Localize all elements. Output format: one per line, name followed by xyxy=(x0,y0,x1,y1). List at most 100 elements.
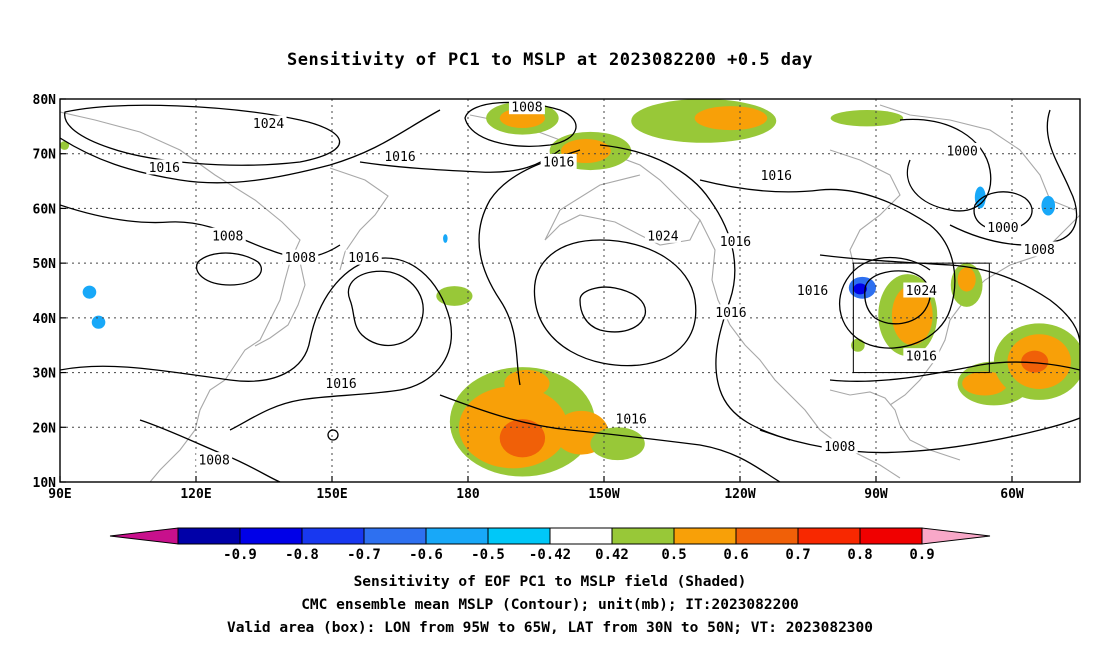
lon-tick-label: 120E xyxy=(180,487,211,502)
contour-label: 1008 xyxy=(511,101,542,116)
colorbar-label: -0.5 xyxy=(471,547,505,563)
lat-tick-label: 20N xyxy=(33,421,57,436)
contour-label-bg xyxy=(903,348,940,364)
contour-label: 1008 xyxy=(285,251,316,266)
contour-label: 1008 xyxy=(1024,243,1055,258)
contour-1016-south-pacific xyxy=(439,394,781,482)
coastline-asia xyxy=(60,111,301,482)
sensitivity-patch xyxy=(891,285,933,346)
colorbar-label: -0.8 xyxy=(285,547,319,563)
sensitivity-patch xyxy=(830,109,904,127)
coastline-hudson xyxy=(829,149,901,271)
lat-tick-label: 80N xyxy=(33,93,57,108)
contour-1024-pacific-high-outer xyxy=(533,239,697,367)
contour-label: 1016 xyxy=(384,150,415,165)
contour-label-bg xyxy=(196,452,233,468)
contour-1008-northeast xyxy=(949,109,1078,246)
contour-label-bg xyxy=(758,167,795,183)
sensitivity-patch xyxy=(436,286,473,306)
contour-label-bg xyxy=(613,411,650,427)
axis-ticks: 90E 120E 150E 180 150W 120W 90W 60W 80N 70N 60N 50N… xyxy=(33,93,1024,502)
sensitivity-patch xyxy=(957,267,976,292)
contour-label-bg xyxy=(323,375,360,391)
lat-tick-label: 40N xyxy=(33,312,57,327)
contour-1016-pacific-east xyxy=(599,144,791,441)
contour-1016-canada xyxy=(699,179,956,349)
contour-1008-southeast xyxy=(759,417,1080,454)
contour-label: 1024 xyxy=(253,117,284,132)
lon-tick-label: 180 xyxy=(456,487,480,502)
contour-label: 1016 xyxy=(906,350,937,365)
contour-1016-atlantic xyxy=(829,361,1080,382)
sensitivity-patch xyxy=(851,338,865,352)
colorbar-label: -0.42 xyxy=(529,547,571,563)
lon-tick-label: 60W xyxy=(1000,487,1024,502)
colorbar-swatch xyxy=(425,527,489,545)
contour-label: 1008 xyxy=(212,229,243,244)
sensitivity-patch xyxy=(60,141,70,150)
sensitivity-patch xyxy=(91,315,106,329)
contour-label-bg xyxy=(209,227,246,243)
sensitivity-patch xyxy=(694,106,768,131)
colorbar-swatch xyxy=(859,527,923,545)
colorbar-label: 0.42 xyxy=(595,547,629,563)
contour-1024-pacific-high-inner xyxy=(579,286,647,333)
coastline-arctic-islands xyxy=(879,104,1076,211)
contour-label: 1000 xyxy=(987,221,1018,236)
sensitivity-patch xyxy=(1021,350,1049,373)
contour-label: 1016 xyxy=(797,284,828,299)
contour-label-bg xyxy=(508,99,545,115)
contour-1016-east-coast xyxy=(819,254,1080,346)
colorbar-label: 0.7 xyxy=(785,547,810,563)
colorbar-swatch xyxy=(549,527,613,545)
lon-tick-label: 90E xyxy=(48,487,71,502)
contour-label: 1016 xyxy=(715,306,746,321)
sensitivity-patch xyxy=(499,419,546,458)
contour-label: 1008 xyxy=(824,440,855,455)
contour-label: 1024 xyxy=(906,284,937,299)
contour-1000-northeast xyxy=(899,118,992,212)
contour-1000-low xyxy=(973,191,1033,231)
colorbar-low-arrow xyxy=(109,527,179,545)
colorbar-swatch xyxy=(735,527,799,545)
map-frame xyxy=(59,98,1081,483)
contour-label: 1016 xyxy=(761,169,792,184)
colorbar-label: -0.6 xyxy=(409,547,443,563)
colorbar-swatch xyxy=(673,527,737,545)
valid-area-box xyxy=(852,262,990,374)
lon-tick-label: 150E xyxy=(316,487,347,502)
contour-label: 1016 xyxy=(616,413,647,428)
contour-label: 1016 xyxy=(325,377,356,392)
contour-small-low xyxy=(327,429,339,441)
colorbar-swatch xyxy=(239,527,303,545)
contour-label: 1016 xyxy=(149,161,180,176)
contour-label-bg xyxy=(984,219,1021,235)
contour-label-bg xyxy=(717,233,754,249)
contour-label-bg xyxy=(712,304,749,320)
contour-1016-pacific-high xyxy=(478,149,581,386)
colorbar-high-arrow xyxy=(921,527,991,545)
caption-line-2: CMC ensemble mean MSLP (Contour); unit(m… xyxy=(301,597,799,613)
colorbar-swatch xyxy=(797,527,861,545)
contour-label: 1016 xyxy=(543,155,574,170)
colorbar-swatch xyxy=(487,527,551,545)
map-title: Sensitivity of PC1 to MSLP at 2023082200… xyxy=(286,50,813,70)
contour-label-bg xyxy=(903,282,940,298)
contour-label-bg xyxy=(540,153,577,169)
sensitivity-patch xyxy=(853,283,867,295)
colorbar-label: 0.9 xyxy=(909,547,934,563)
contour-1024-west xyxy=(64,104,341,166)
lat-tick-label: 60N xyxy=(33,202,57,217)
contour-label-bg xyxy=(282,249,319,265)
lat-tick-label: 30N xyxy=(33,367,57,382)
colorbar-swatch xyxy=(363,527,427,545)
contour-1016-southwest xyxy=(60,257,452,431)
caption-line-3: Valid area (box): LON from 95W to 65W, L… xyxy=(226,620,873,636)
sensitivity-patch xyxy=(590,427,645,461)
lon-tick-label: 120W xyxy=(724,487,755,502)
contour-label-bg xyxy=(1021,241,1058,257)
contour-label: 1024 xyxy=(647,229,678,244)
lon-tick-label: 150W xyxy=(588,487,619,502)
contour-1024-box-high xyxy=(864,270,931,325)
